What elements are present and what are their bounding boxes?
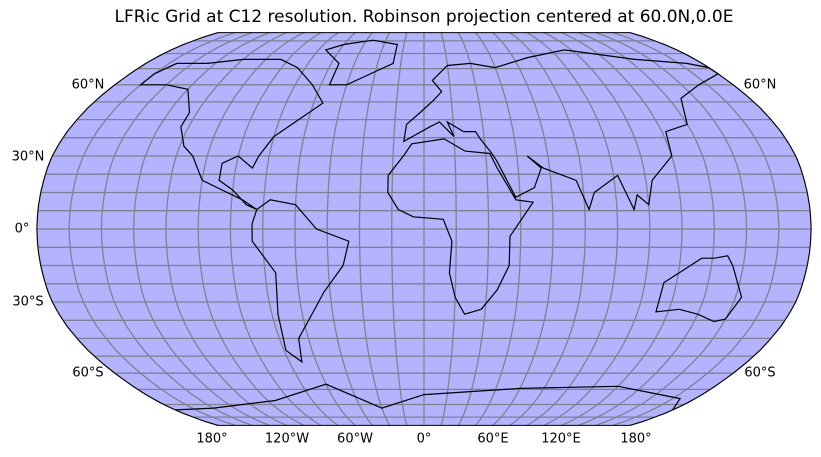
lat-label: 30°S bbox=[12, 295, 43, 310]
map-border bbox=[36, 32, 812, 426]
lon-label: 120°W bbox=[265, 432, 309, 447]
map-title: LFRic Grid at C12 resolution. Robinson p… bbox=[115, 7, 734, 27]
coastline bbox=[403, 49, 720, 212]
lat-label: 60°S bbox=[744, 366, 775, 381]
lat-label: 0° bbox=[15, 222, 30, 237]
map-area bbox=[36, 31, 812, 427]
lat-label: 60°S bbox=[72, 366, 103, 381]
coastline bbox=[655, 255, 743, 323]
coastline bbox=[138, 58, 324, 211]
axis-labels: 60°N 30°N 0° 30°S 60°S 60°N 60°S 180° 12… bbox=[12, 78, 777, 447]
coastline bbox=[387, 138, 535, 315]
lon-label: 60°W bbox=[337, 432, 373, 447]
coastline bbox=[251, 199, 350, 364]
lon-label: 0° bbox=[417, 432, 432, 447]
coastline bbox=[324, 39, 399, 86]
lon-label: 180° bbox=[620, 432, 651, 447]
coastline bbox=[175, 383, 682, 411]
lon-label: 180° bbox=[196, 432, 227, 447]
lon-label: 60°E bbox=[477, 432, 508, 447]
lat-label: 60°N bbox=[744, 78, 777, 93]
lat-label: 60°N bbox=[72, 78, 105, 93]
lat-label: 30°N bbox=[12, 150, 45, 165]
lon-label: 120°E bbox=[541, 432, 581, 447]
